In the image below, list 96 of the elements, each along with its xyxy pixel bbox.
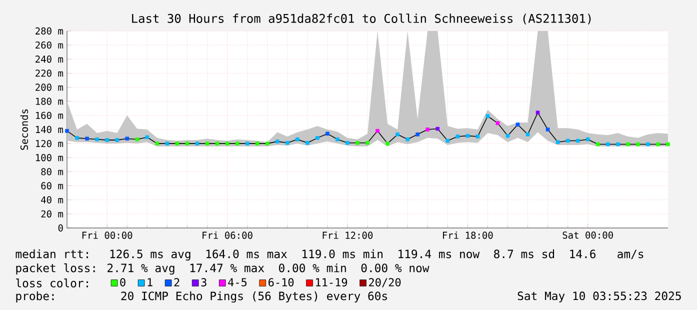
point <box>336 137 340 142</box>
point <box>326 132 330 136</box>
y-tick-label: 60 m <box>41 182 64 190</box>
point <box>416 132 420 136</box>
legend-title: loss color: <box>16 278 88 288</box>
point <box>646 142 650 146</box>
y-tick-label: 120 m <box>36 140 64 148</box>
point <box>366 140 370 145</box>
point <box>426 128 430 132</box>
y-tick-label: 40 m <box>41 196 64 204</box>
y-tick-label: 100 m <box>36 154 64 162</box>
legend-label: 0 <box>120 278 126 286</box>
y-tick-label: 200 m <box>36 84 64 91</box>
point <box>175 142 180 146</box>
point <box>215 142 220 146</box>
point <box>306 140 310 145</box>
point <box>376 129 380 133</box>
point <box>406 137 410 142</box>
point <box>195 142 200 146</box>
point <box>205 142 210 146</box>
y-tick-label: 160 m <box>36 112 64 120</box>
point <box>105 138 109 142</box>
point <box>516 122 520 126</box>
point <box>396 132 400 136</box>
y-tick-label: 240 m <box>36 56 64 63</box>
point <box>346 140 350 145</box>
point <box>586 137 590 142</box>
point <box>185 142 190 146</box>
point <box>125 136 130 141</box>
point <box>576 138 580 143</box>
point <box>386 142 390 146</box>
point <box>85 136 89 141</box>
y-tick-label: 220 m <box>36 70 64 77</box>
point <box>115 138 119 142</box>
point <box>446 138 450 143</box>
text: median rtt: 126.5 ms avg 164.0 ms max 119.0 ms min 119.4 ms now 8.7 ms sd 14.6 am/s <box>16 249 644 261</box>
point <box>265 142 270 146</box>
chart-title: Last 30 Hours from a951da82fc01 to Collin Schneeweiss (AS211301) <box>132 14 591 24</box>
point <box>356 140 360 145</box>
legend-label: 11-19 <box>316 278 348 286</box>
point <box>606 142 610 146</box>
point <box>235 142 240 146</box>
point <box>135 137 140 142</box>
point <box>75 136 79 140</box>
legend-label: 6-10 <box>268 278 294 286</box>
y-tick-label: 80 m <box>41 168 64 176</box>
y-tick-label: 20 m <box>41 210 64 218</box>
point <box>626 142 630 146</box>
y-tick-label: 280 m <box>36 27 64 35</box>
x-tick-label: Fri 12:00 <box>322 232 373 239</box>
point <box>616 142 620 146</box>
x-tick-label: Fri 18:00 <box>443 232 493 239</box>
point <box>656 142 660 146</box>
point <box>556 140 560 144</box>
legend-label: 2 <box>174 278 180 286</box>
point <box>666 142 670 146</box>
point <box>546 128 550 132</box>
point <box>165 142 170 146</box>
point <box>155 142 160 146</box>
y-tick-label: 0 <box>58 224 63 232</box>
point <box>145 135 150 140</box>
point <box>486 114 490 118</box>
point <box>526 132 530 136</box>
y-axis-title: Seconds <box>20 109 28 150</box>
point <box>225 142 230 146</box>
point <box>95 137 99 142</box>
point <box>245 142 250 146</box>
point <box>316 136 320 140</box>
point <box>275 140 280 144</box>
x-tick-label: Fri 06:00 <box>202 232 252 239</box>
point <box>476 134 480 138</box>
x-tick-label: Fri 00:00 <box>82 232 132 239</box>
point <box>436 126 440 131</box>
x-tick-label: Sat 00:00 <box>562 232 613 239</box>
y-tick-label: 140 m <box>36 126 64 134</box>
legend-label: 3 <box>201 278 206 286</box>
point <box>466 134 470 138</box>
legend-label: 1 <box>148 278 152 286</box>
text: probe: 20 ICMP Echo Pings (56 Bytes) every 60s <box>16 291 387 303</box>
point <box>255 142 260 146</box>
legend-label: 4-5 <box>228 278 247 286</box>
y-tick-label: 180 m <box>36 98 64 105</box>
point <box>566 138 570 143</box>
y-tick-label: 260 m <box>36 41 64 49</box>
text: packet loss: 2.71 % avg 17.47 % max 0.00 % min 0.00 % now <box>16 263 430 275</box>
point <box>65 129 69 133</box>
point <box>596 142 600 146</box>
point <box>506 134 510 138</box>
point <box>456 134 460 138</box>
point <box>636 142 640 146</box>
legend-label: 20/20 <box>369 278 401 288</box>
point <box>295 137 300 142</box>
point <box>496 121 500 126</box>
point <box>536 110 540 115</box>
text: Sat May 10 03:55:23 2025 <box>518 292 681 302</box>
point <box>285 140 290 145</box>
